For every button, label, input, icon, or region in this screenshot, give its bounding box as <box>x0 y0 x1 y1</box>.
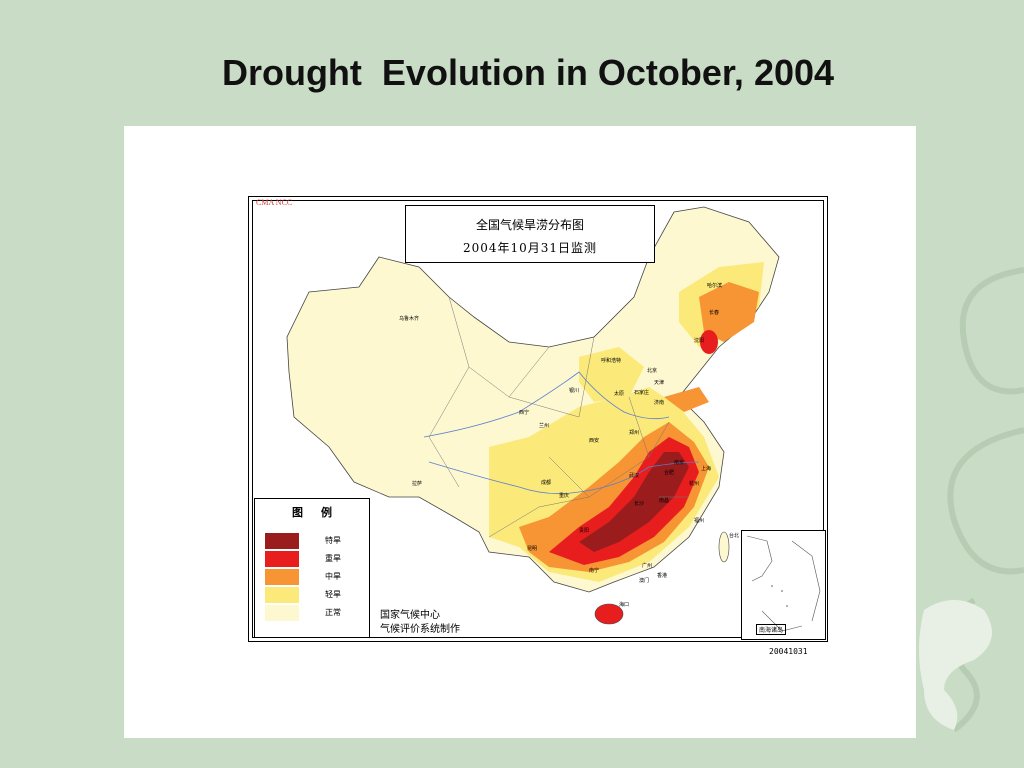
legend-row-normal: 正常 <box>265 605 365 621</box>
south-china-sea-inset: 南海诸岛 <box>741 530 826 640</box>
legend-swatch-light <box>265 587 299 603</box>
city-label: 太原 <box>614 391 625 397</box>
city-label: 海口 <box>619 602 630 608</box>
legend-label: 轻旱 <box>325 590 341 599</box>
legend-row-extreme: 特旱 <box>265 533 365 549</box>
city-label: 乌鲁木齐 <box>399 316 420 322</box>
drought-moderate-shandong <box>664 387 709 412</box>
taiwan-island <box>718 531 730 563</box>
city-label: 呼和浩特 <box>601 358 622 364</box>
date-stamp: 20041031 <box>769 647 808 656</box>
hainan-island <box>594 603 624 625</box>
city-label: 昆明 <box>527 546 538 552</box>
credit-system: 气候评价系统制作 <box>380 624 460 635</box>
credit-org: 国家气候中心 <box>380 610 440 621</box>
slide-title: Drought Evolution in October, 2004 <box>221 52 835 93</box>
agency-tag: CMA NCC <box>256 198 293 207</box>
yangtze-river <box>428 461 700 495</box>
city-label: 福州 <box>694 518 705 524</box>
city-label: 武汉 <box>629 473 640 479</box>
map-inner-border <box>252 200 824 638</box>
city-label: 石家庄 <box>634 390 650 396</box>
legend-label: 中旱 <box>325 572 341 581</box>
drought-extreme-zone <box>579 452 689 552</box>
city-label: 台北 <box>729 533 740 539</box>
legend-swatch-severe <box>265 551 299 567</box>
city-label: 济南 <box>654 400 665 406</box>
city-label: 银川 <box>569 388 580 394</box>
map-legend: 图例 特旱 重旱 中旱 轻旱 正常 <box>254 498 370 638</box>
inset-map <box>746 535 821 632</box>
city-label: 拉萨 <box>412 481 423 487</box>
city-label: 西宁 <box>519 410 530 416</box>
legend-label: 特旱 <box>325 536 341 545</box>
city-label: 天津 <box>654 380 665 386</box>
city-label: 广州 <box>642 563 653 569</box>
city-label: 重庆 <box>559 493 570 499</box>
city-label: 杭州 <box>689 481 700 487</box>
background-ornament <box>919 267 1024 733</box>
city-label: 西安 <box>589 438 600 444</box>
city-label: 贵阳 <box>579 528 590 534</box>
map-title-box: 全国气候旱涝分布图 2004年10月31日监测 <box>405 205 655 263</box>
inset-label: 南海诸岛 <box>756 624 787 635</box>
legend-heading: 图例 <box>292 506 350 519</box>
drought-severe-northeast <box>700 330 718 354</box>
legend-row-moderate: 中旱 <box>265 569 365 585</box>
legend-swatch-extreme <box>265 533 299 549</box>
city-label: 郑州 <box>629 430 640 436</box>
city-label: 上海 <box>701 466 712 472</box>
city-label: 哈尔滨 <box>707 283 723 289</box>
legend-swatch-moderate <box>265 569 299 585</box>
city-label: 南昌 <box>659 498 670 504</box>
legend-label: 重旱 <box>325 554 341 563</box>
city-label: 南宁 <box>589 568 600 574</box>
city-label: 沈阳 <box>694 338 705 344</box>
city-label: 长沙 <box>634 501 645 507</box>
city-label: 北京 <box>647 368 658 374</box>
legend-row-severe: 重旱 <box>265 551 365 567</box>
city-label: 成都 <box>541 480 552 486</box>
legend-label: 正常 <box>325 608 341 617</box>
city-label: 合肥 <box>664 470 675 476</box>
city-label: 长春 <box>709 310 720 316</box>
legend-swatch-normal <box>265 605 299 621</box>
city-label: 南京 <box>674 460 685 466</box>
drought-light-north <box>579 347 644 402</box>
china-drought-map <box>286 206 780 625</box>
drought-moderate-northeast <box>699 282 759 342</box>
map-canvas: CMA NCC 全国气候旱涝分布图 2004年10月31日监测 乌鲁木齐 哈尔滨… <box>124 126 916 738</box>
city-label: 兰州 <box>539 423 550 429</box>
city-label: 香港 <box>657 573 668 579</box>
city-label: 澳门 <box>639 578 650 584</box>
map-credit: 国家气候中心 气候评价系统制作 <box>380 609 460 637</box>
legend-row-light: 轻旱 <box>265 587 365 603</box>
map-frame: CMA NCC 全国气候旱涝分布图 2004年10月31日监测 乌鲁木齐 哈尔滨… <box>248 196 828 642</box>
map-title: 全国气候旱涝分布图 <box>475 218 584 232</box>
map-date-line: 2004年10月31日监测 <box>462 241 598 255</box>
